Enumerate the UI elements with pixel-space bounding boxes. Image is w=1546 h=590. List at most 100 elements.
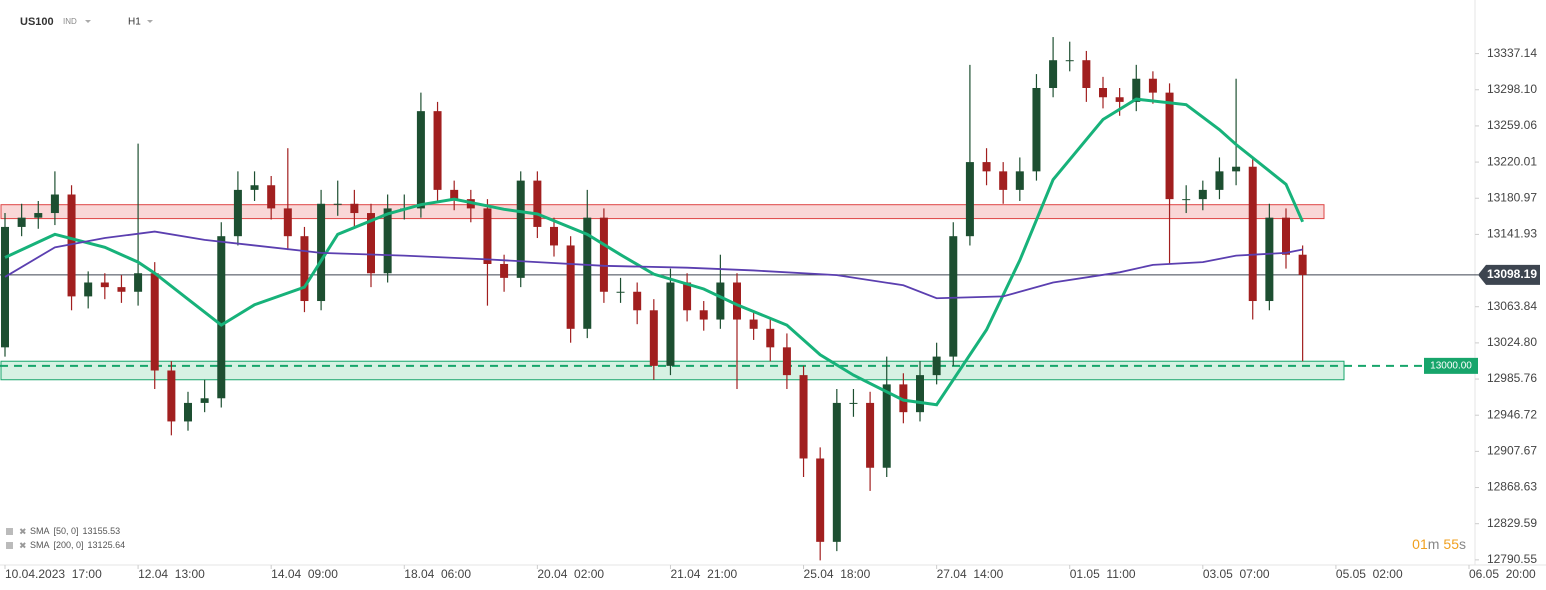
zone	[0, 204, 1325, 220]
candle-body	[899, 384, 908, 413]
candle-body	[550, 226, 558, 246]
candle-body	[300, 236, 309, 302]
price-label: 13098.19	[1487, 267, 1537, 281]
candle-body	[250, 185, 259, 190]
candle-body	[1032, 87, 1041, 172]
timer: 01m 55s	[1412, 536, 1466, 552]
legend-icon	[6, 528, 13, 535]
timer-part: m	[1428, 536, 1440, 552]
legend-value: 13125.64	[88, 540, 126, 550]
legend-params: [50, 0]	[54, 526, 79, 536]
candle-body	[433, 111, 442, 190]
candle-body	[416, 111, 425, 209]
candle-body	[200, 398, 209, 403]
y-tick-label: 13180.97	[1487, 190, 1537, 204]
symbol[interactable]: US100	[20, 16, 54, 28]
candle-body	[1298, 254, 1307, 275]
price-label-box	[1478, 264, 1540, 285]
legend-close[interactable]: ✖	[19, 526, 27, 536]
legend-label: SMA	[30, 540, 50, 550]
candle-body	[699, 310, 708, 320]
candle-body	[1265, 217, 1274, 302]
y-tick-label: 12985.76	[1487, 371, 1537, 385]
legend-entry: SMA [200, 0] 13125.64	[30, 540, 125, 550]
candle-body	[167, 370, 176, 422]
x-tick-label: 21.04 21:00	[670, 567, 737, 581]
candle-body	[1, 226, 9, 348]
y-tick-label: 13220.01	[1487, 154, 1537, 168]
y-tick-label: 12907.67	[1487, 444, 1537, 458]
candle-body	[1099, 87, 1107, 98]
candle-body	[1015, 171, 1024, 190]
candle-body	[217, 236, 226, 399]
candle-body	[1115, 97, 1124, 102]
candle-body	[1215, 171, 1224, 190]
y-tick-label: 13337.14	[1487, 46, 1537, 60]
candle-body	[84, 282, 93, 297]
x-tick-label: 25.04 18:00	[804, 567, 871, 581]
candle-body	[184, 402, 192, 422]
candle-body	[1232, 166, 1241, 172]
legend-params: [200, 0]	[54, 540, 84, 550]
candle-body	[782, 347, 791, 376]
candle-body	[1182, 199, 1191, 201]
candle-body	[832, 402, 841, 542]
x-tick-label: 27.04 14:00	[937, 567, 1004, 581]
candle-body	[916, 375, 924, 413]
interval[interactable]: H1	[128, 17, 141, 28]
candle-body	[799, 375, 808, 459]
candle-body	[965, 162, 974, 237]
candle-body	[1082, 60, 1091, 88]
candle-body	[932, 356, 941, 376]
x-tick-label: 18.04 06:00	[404, 567, 471, 581]
y-tick-label: 13141.93	[1487, 227, 1537, 241]
legend-value: 13155.53	[83, 526, 121, 536]
y-tick-label: 12946.72	[1487, 407, 1537, 421]
dropdown-icon[interactable]	[85, 20, 91, 23]
y-tick-label: 12829.59	[1487, 516, 1537, 530]
candle-body	[267, 185, 276, 209]
candle-body	[816, 458, 825, 542]
candle-body	[1198, 189, 1207, 200]
dropdown-icon[interactable]	[147, 20, 153, 23]
timer-part: 55	[1443, 536, 1459, 552]
candle-body	[616, 291, 625, 293]
candle-body	[949, 236, 958, 357]
x-tick-label: 05.05 02:00	[1336, 567, 1403, 581]
x-tick-label: 06.05 20:00	[1469, 567, 1536, 581]
y-tick-label: 12790.55	[1487, 552, 1537, 566]
level-label: 13000.00	[1430, 361, 1472, 372]
candle-body	[749, 319, 758, 329]
candle-body	[134, 273, 143, 292]
candle-body	[17, 217, 26, 227]
timer-part: 01	[1412, 536, 1428, 552]
candle-body	[500, 263, 509, 278]
candle-body	[633, 291, 642, 311]
candle-body	[383, 208, 392, 274]
market[interactable]: IND	[63, 17, 77, 26]
candle-body	[50, 194, 59, 214]
candle-body	[117, 287, 126, 292]
legend-icon	[6, 542, 13, 549]
y-tick-label: 13063.84	[1487, 299, 1537, 313]
candle-body	[533, 180, 542, 227]
legend-entry: SMA [50, 0] 13155.53	[30, 526, 120, 536]
candle-body	[982, 162, 991, 172]
y-tick-label: 13024.80	[1487, 335, 1537, 349]
candle-body	[1148, 78, 1157, 93]
candle-body	[766, 328, 775, 348]
candle-body	[1049, 60, 1058, 88]
candle-body	[866, 402, 875, 468]
legend-label: SMA	[30, 526, 50, 536]
x-tick-label: 01.05 11:00	[1070, 567, 1136, 581]
candle-body	[683, 282, 692, 311]
x-tick-label: 14.04 09:00	[271, 567, 338, 581]
sma-line	[4, 97, 1305, 407]
legend-close[interactable]: ✖	[19, 540, 27, 550]
candle-body	[1282, 217, 1290, 255]
y-tick-label: 13298.10	[1487, 82, 1537, 96]
candle-body	[882, 384, 891, 468]
candle-body	[483, 208, 492, 264]
